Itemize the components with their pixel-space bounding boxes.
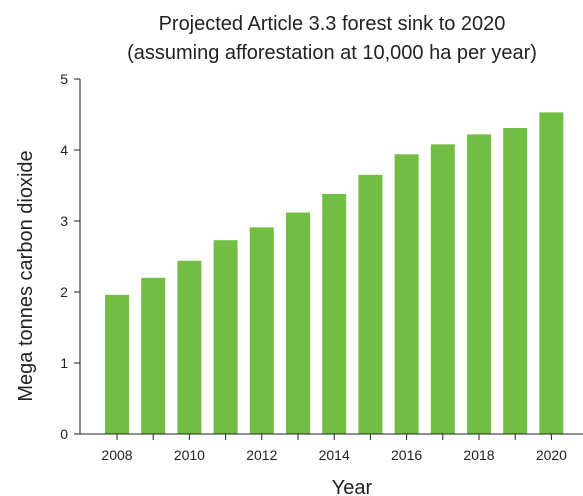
bar-2012 (249, 227, 274, 434)
y-tick-label: 2 (60, 284, 68, 300)
y-tick-label: 3 (60, 213, 68, 229)
bar-2009 (141, 277, 166, 434)
bar-2011 (213, 240, 238, 434)
bar-2008 (105, 294, 129, 434)
bar-2017 (430, 144, 455, 434)
bar-2020 (539, 112, 564, 435)
bar-2019 (503, 127, 528, 435)
y-axis-title: Mega tonnes carbon dioxide (15, 150, 37, 401)
bar-2013 (286, 212, 310, 434)
chart-title-line-2: (assuming afforestation at 10,000 ha per… (127, 42, 537, 64)
y-tick-label: 1 (60, 355, 68, 371)
x-tick-label: 2008 (101, 447, 132, 463)
x-tick-label: 2020 (536, 447, 567, 463)
y-axis: 0 1 2 3 4 5 (60, 71, 81, 442)
bar-2016 (394, 154, 419, 434)
x-axis: 2008 2010 2012 2014 2016 2018 2020 (80, 433, 583, 463)
y-tick-label: 4 (60, 142, 68, 158)
bar-2014 (322, 194, 347, 434)
x-axis-title: Year (332, 477, 373, 496)
x-tick-label: 2010 (174, 447, 205, 463)
chart-title-line-1: Projected Article 3.3 forest sink to 202… (159, 13, 506, 35)
bars-group (105, 112, 564, 435)
bar-2010 (177, 260, 202, 434)
x-tick-label: 2016 (391, 447, 422, 463)
y-tick-label: 5 (60, 71, 68, 87)
x-tick-label: 2012 (246, 447, 277, 463)
x-tick-label: 2014 (319, 447, 350, 463)
x-tick-label: 2018 (463, 447, 494, 463)
bar-2018 (467, 134, 491, 434)
bar-2015 (358, 174, 383, 434)
y-tick-label: 0 (60, 426, 68, 442)
